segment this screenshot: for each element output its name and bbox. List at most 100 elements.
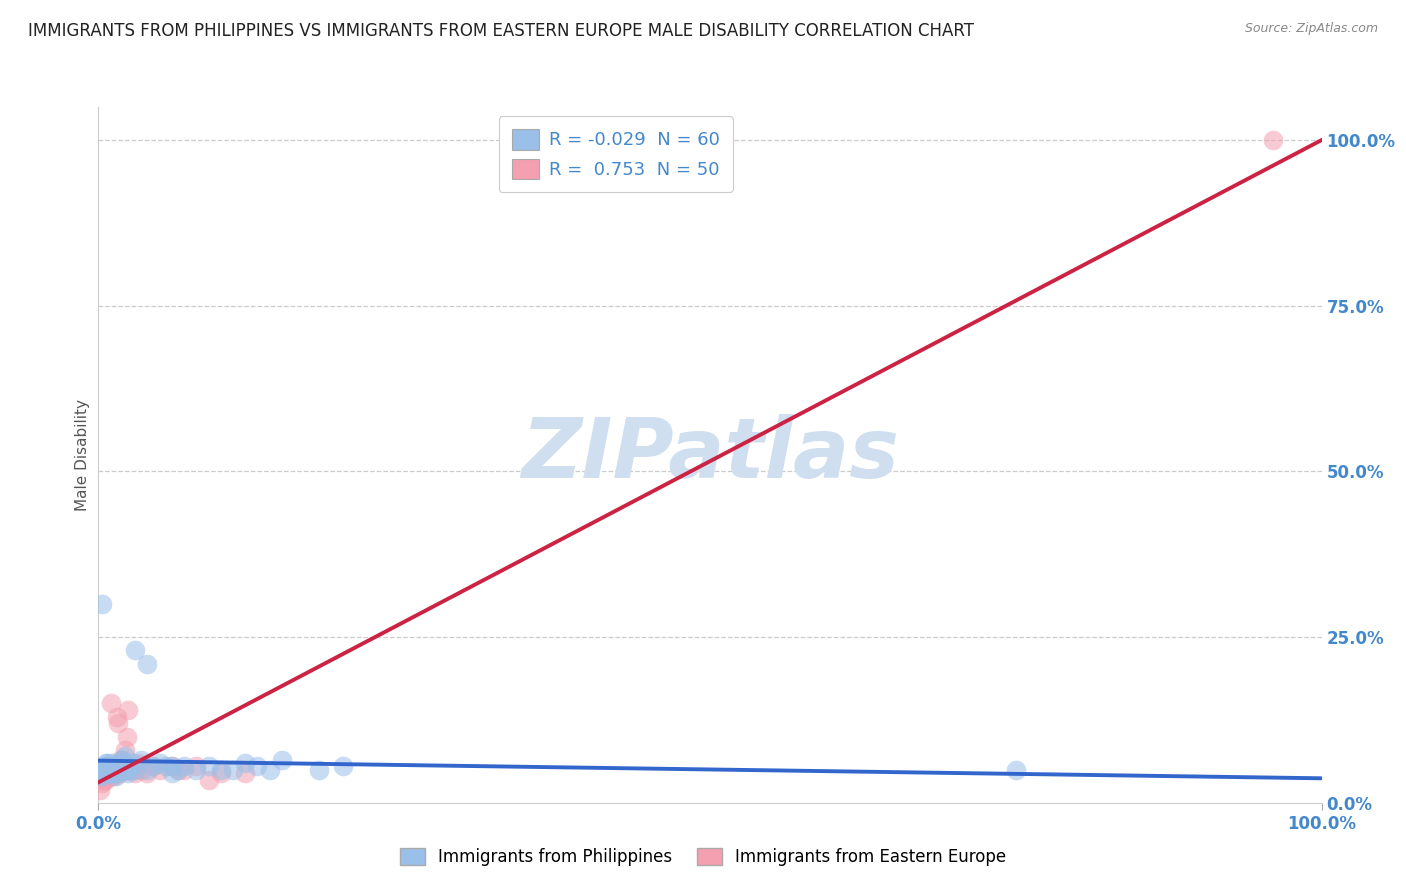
Point bbox=[93, 763, 115, 777]
Point bbox=[101, 766, 124, 780]
Point bbox=[114, 743, 136, 757]
Point bbox=[91, 597, 114, 611]
Point bbox=[91, 763, 114, 777]
Point bbox=[111, 763, 134, 777]
Point bbox=[108, 759, 131, 773]
Point bbox=[222, 763, 245, 777]
Point bbox=[136, 657, 159, 671]
Point bbox=[155, 759, 177, 773]
Point bbox=[98, 763, 121, 777]
Point bbox=[112, 763, 135, 777]
Point bbox=[118, 763, 141, 777]
Point bbox=[107, 763, 129, 777]
Point bbox=[259, 763, 281, 777]
Point bbox=[233, 766, 256, 780]
Point bbox=[167, 763, 190, 777]
Point bbox=[101, 763, 124, 777]
Point bbox=[149, 756, 172, 770]
Point bbox=[91, 763, 114, 777]
Point bbox=[98, 766, 121, 780]
Point bbox=[112, 763, 135, 777]
Point bbox=[129, 763, 152, 777]
Point bbox=[90, 766, 112, 780]
Point bbox=[91, 769, 114, 783]
Point bbox=[118, 759, 141, 773]
Point bbox=[124, 763, 146, 777]
Point bbox=[115, 730, 138, 744]
Point bbox=[97, 759, 120, 773]
Point bbox=[160, 759, 183, 773]
Point bbox=[103, 766, 125, 780]
Point bbox=[89, 782, 111, 797]
Point bbox=[96, 756, 118, 770]
Point bbox=[94, 756, 117, 770]
Point bbox=[90, 763, 112, 777]
Point bbox=[100, 756, 122, 770]
Point bbox=[121, 763, 143, 777]
Point bbox=[124, 759, 146, 773]
Point bbox=[270, 753, 294, 767]
Point bbox=[114, 763, 136, 777]
Point bbox=[107, 716, 129, 731]
Point bbox=[173, 763, 195, 777]
Point bbox=[104, 769, 127, 783]
Point bbox=[101, 766, 124, 780]
Point bbox=[173, 759, 195, 773]
Point bbox=[100, 763, 122, 777]
Point bbox=[103, 769, 125, 783]
Point bbox=[149, 763, 172, 777]
Point bbox=[96, 766, 118, 780]
Legend: Immigrants from Philippines, Immigrants from Eastern Europe: Immigrants from Philippines, Immigrants … bbox=[391, 840, 1015, 875]
Text: Source: ZipAtlas.com: Source: ZipAtlas.com bbox=[1244, 22, 1378, 36]
Point bbox=[94, 763, 117, 777]
Text: ZIPatlas: ZIPatlas bbox=[522, 415, 898, 495]
Point bbox=[127, 756, 149, 770]
Point bbox=[111, 753, 134, 767]
Point bbox=[114, 749, 136, 764]
Point bbox=[111, 756, 134, 770]
Point bbox=[160, 766, 183, 780]
Point bbox=[97, 759, 120, 773]
Point bbox=[142, 759, 165, 773]
Point bbox=[91, 769, 114, 783]
Point bbox=[124, 766, 146, 780]
Point bbox=[105, 766, 128, 780]
Point bbox=[186, 763, 208, 777]
Point bbox=[111, 753, 134, 767]
Point bbox=[97, 763, 120, 777]
Point bbox=[121, 756, 143, 770]
Point bbox=[101, 763, 124, 777]
Point bbox=[332, 759, 354, 773]
Point bbox=[167, 763, 190, 777]
Point bbox=[110, 759, 132, 773]
Point bbox=[209, 763, 232, 777]
Point bbox=[91, 772, 114, 787]
Point bbox=[136, 763, 159, 777]
Point bbox=[233, 756, 256, 770]
Point bbox=[89, 769, 111, 783]
Point bbox=[111, 753, 134, 767]
Text: IMMIGRANTS FROM PHILIPPINES VS IMMIGRANTS FROM EASTERN EUROPE MALE DISABILITY CO: IMMIGRANTS FROM PHILIPPINES VS IMMIGRANT… bbox=[28, 22, 974, 40]
Point bbox=[101, 763, 124, 777]
Point bbox=[100, 763, 122, 777]
Point bbox=[117, 703, 139, 717]
Point bbox=[101, 769, 124, 783]
Point bbox=[197, 759, 219, 773]
Point bbox=[94, 769, 117, 783]
Point bbox=[197, 772, 219, 787]
Point bbox=[246, 759, 269, 773]
Point bbox=[91, 776, 114, 790]
Point bbox=[124, 643, 146, 657]
Point bbox=[111, 763, 134, 777]
Point bbox=[118, 763, 141, 777]
Y-axis label: Male Disability: Male Disability bbox=[75, 399, 90, 511]
Point bbox=[142, 759, 165, 773]
Legend: R = -0.029  N = 60, R =  0.753  N = 50: R = -0.029 N = 60, R = 0.753 N = 50 bbox=[499, 116, 733, 192]
Point bbox=[160, 759, 183, 773]
Point bbox=[108, 759, 131, 773]
Point bbox=[93, 772, 115, 787]
Point bbox=[100, 697, 122, 711]
Point bbox=[97, 766, 120, 780]
Point bbox=[111, 763, 134, 777]
Point bbox=[1004, 763, 1026, 777]
